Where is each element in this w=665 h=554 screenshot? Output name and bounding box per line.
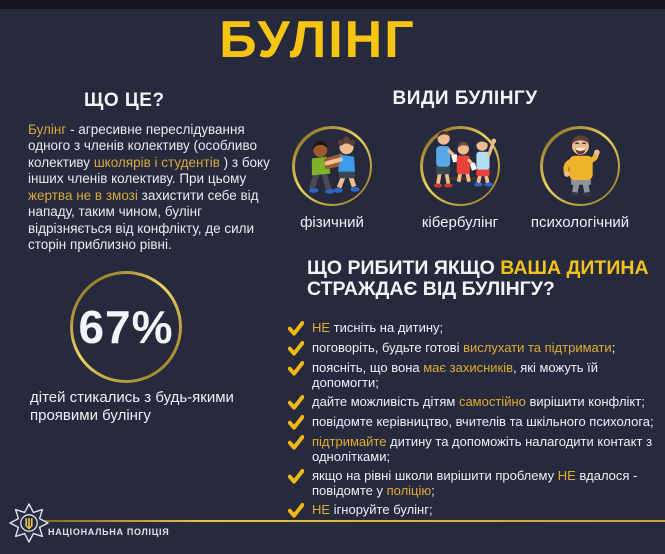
org-name: НАЦІОНАЛЬНА ПОЛІЦІЯ [48,527,170,537]
highlighted-text: вислухати та підтримати [463,340,612,355]
text-segment: ігноруйте булінг; [330,502,433,518]
text-segment: вдалося - повідомте у [312,468,638,498]
stat-circle: 67% [70,271,182,383]
text-segment: ; [611,340,616,355]
check-icon [288,435,304,450]
advice-item-text: НЕ ігноруйте булінг; [312,503,433,518]
text-segment: дитину та допоможіть налагодити контакт … [312,434,653,464]
check-icon [288,395,304,410]
type-psychological: психологічний [531,126,629,231]
advice-item-text: повідомте керівництво, вчителів та шкіль… [312,414,654,430]
text-segment: , які можуть їй допомогти; [312,360,599,390]
check-icon [288,469,304,484]
police-badge-icon [9,503,49,543]
highlighted-text: має захисників [423,360,514,375]
advice-item: поясніть, що вона має захисників, які мо… [288,360,662,390]
what-is-heading: ЩО ЦЕ? [84,90,165,111]
text-segment: тисніть на дитину; [330,320,444,335]
kid-laughing-icon [562,135,600,197]
advice-item-text: якщо на рівні школи вирішити проблему НЕ… [312,468,662,498]
advice-list: НЕ тисніть на дитину; поговоріть, будьте… [288,320,662,523]
advice-item-text: поговоріть, будьте готові вислухати та п… [312,340,616,356]
advice-item: дайте можливість дітям самостійно виріши… [288,394,662,410]
advice-item: поговоріть, будьте готові вислухати та п… [288,340,662,356]
text-segment: захистити себе від нападу, таким чином, … [28,187,259,253]
text-segment: поясніть, що вона [312,360,424,375]
kids-with-phones-icon [433,131,496,188]
text-segment: ; [431,482,435,498]
highlighted-text: жертва не в змозі [28,187,138,203]
stat-value: 67% [78,301,174,353]
page-title: БУЛІНГ [219,11,416,69]
highlighted-text: самостійно [458,394,526,410]
advice-item-text: підтримайте дитину та допоможіть налагод… [312,434,662,464]
text-segment: ) з боку інших членів колективу. При цьо… [28,154,270,187]
text-segment: СТРАЖДАЄ ВІД БУЛІНГУ? [307,278,555,301]
text-segment: дайте можливість дітям [312,394,459,410]
advice-item-text: НЕ тисніть на дитину; [312,320,444,336]
text-segment: вирішити конфлікт; [525,394,645,410]
highlighted-text: НЕ [312,502,331,518]
advice-item: підтримайте дитину та допоможіть налагод… [288,434,662,464]
what-is-paragraph: Булінг - агресивне переслідування одного… [28,122,284,254]
highlighted-text: школярів і студентів [93,154,220,170]
stat-caption: дітей стикались з будь-якими проявими бу… [30,389,234,424]
advice-item-text: дайте можливість дітям самостійно виріши… [312,394,645,410]
kids-fighting-icon [308,136,360,194]
highlighted-text: НЕ [312,320,331,335]
text-segment: поговоріть, будьте готові [312,340,464,355]
text-segment: ЩО РИБИТИ ЯКЩО [307,257,501,279]
highlighted-text: ВАША ДИТИНА [500,257,649,279]
type-cyber: кібербулінг [420,126,500,231]
check-icon [288,321,304,336]
type-label-psychological: психологічний [530,214,630,231]
type-label-physical: фізичний [300,214,364,231]
type-physical: фізичний [292,126,372,231]
highlighted-text: підтримайте [312,434,387,450]
advice-item: якщо на рівні школи вирішити проблему НЕ… [288,468,662,498]
highlighted-text: Булінг [28,122,67,137]
type-label-cyber: кібербулінг [421,214,499,231]
advice-item-text: поясніть, що вона має захисників, які мо… [312,360,662,390]
types-heading: ВИДИ БУЛІНГУ [392,88,538,109]
footer-divider [45,520,665,522]
highlighted-text: поліцію [386,482,432,498]
text-segment: якщо на рівні школи вирішити проблему [312,468,558,484]
advice-item: повідомте керівництво, вчителів та шкіль… [288,414,662,430]
advice-item: НЕ тисніть на дитину; [288,320,662,336]
check-icon [288,361,304,376]
text-segment: - агресивне переслідування одного з член… [28,122,257,170]
highlighted-text: НЕ [557,468,576,484]
check-icon [288,503,304,518]
check-icon [288,415,304,430]
text-segment: повідомте керівництво, вчителів та шкіль… [312,414,654,430]
check-icon [288,341,304,356]
advice-item: НЕ ігноруйте булінг; [288,503,662,518]
top-bar [0,0,665,9]
advice-heading: ЩО РИБИТИ ЯКЩО ВАША ДИТИНА СТРАЖДАЄ ВІД … [307,257,655,301]
